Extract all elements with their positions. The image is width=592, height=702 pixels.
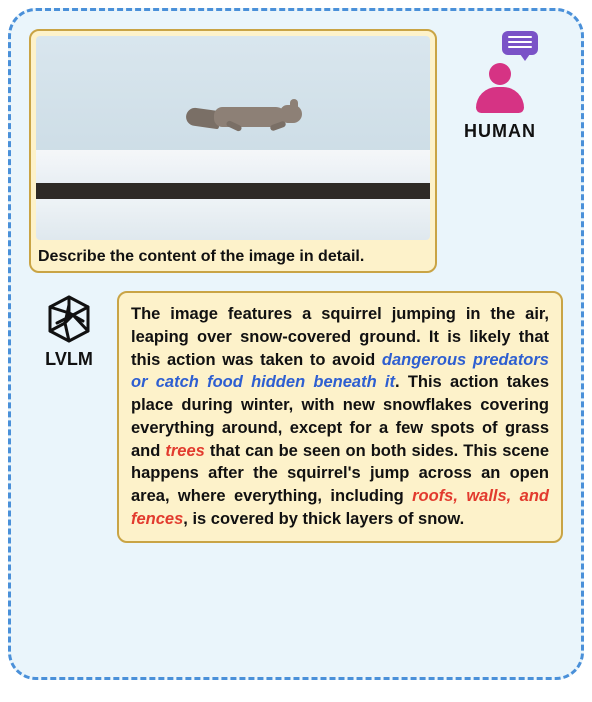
photo-snow-lower	[36, 199, 430, 240]
openai-hex-logo-icon	[43, 293, 95, 345]
chat-bubble-icon	[502, 31, 538, 61]
top-row: Describe the content of the image in det…	[29, 29, 563, 273]
lvlm-label: LVLM	[45, 349, 93, 370]
prompt-text: Describe the content of the image in det…	[36, 246, 430, 266]
prompt-card: Describe the content of the image in det…	[29, 29, 437, 273]
response-card: The image features a squirrel jumping in…	[117, 291, 563, 543]
lvlm-column: LVLM	[29, 293, 109, 370]
example-photo	[36, 36, 430, 240]
response-text-span: , is covered by thick layers of snow.	[183, 510, 464, 528]
person-icon	[472, 63, 528, 119]
human-column: HUMAN	[445, 31, 555, 142]
photo-squirrel	[186, 97, 316, 143]
human-label: HUMAN	[464, 121, 536, 142]
bottom-row: LVLM The image features a squirrel jumpi…	[29, 291, 563, 543]
figure-panel: Describe the content of the image in det…	[8, 8, 584, 680]
hallucination-wrong-span: trees	[165, 442, 204, 460]
